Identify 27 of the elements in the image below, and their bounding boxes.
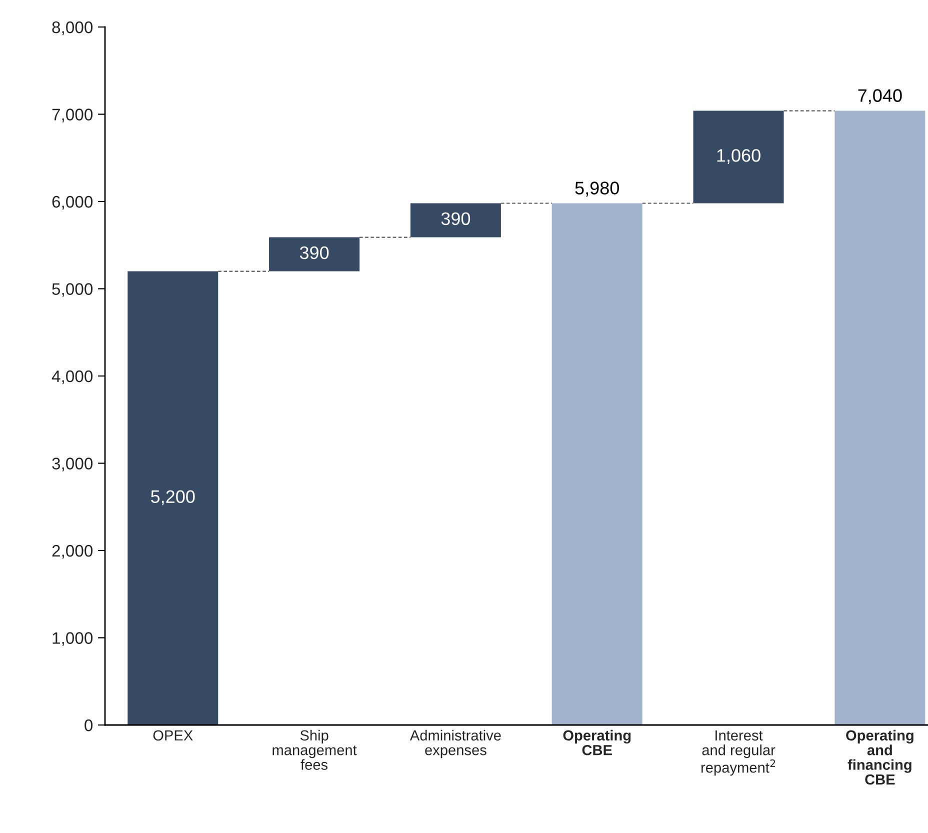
x-tick-label: Ship management fees — [272, 730, 357, 770]
x-tick-label: Operating CBE — [563, 730, 631, 756]
bar — [269, 237, 360, 272]
y-tick-label: 2,000 — [52, 544, 93, 559]
data-label: 7,040 — [858, 89, 902, 104]
y-tick-label: 6,000 — [52, 196, 93, 210]
bar — [552, 203, 642, 725]
y-tick-label: 0 — [84, 719, 93, 732]
data-label: 390 — [300, 246, 329, 260]
y-tick-label: 1,000 — [52, 632, 93, 646]
bar — [693, 110, 784, 204]
y-tick-label: 4,000 — [52, 370, 93, 384]
y-tick-label: 7,000 — [52, 108, 93, 122]
bar — [128, 271, 218, 725]
data-label: 5,200 — [151, 490, 195, 506]
x-tick-label: OPEX — [153, 730, 193, 741]
data-label: 5,980 — [575, 182, 619, 197]
y-tick-label: 5,000 — [52, 283, 93, 297]
x-tick-label: Operating and financing CBE — [846, 730, 914, 785]
data-label: 1,060 — [717, 149, 760, 164]
bar — [410, 203, 501, 238]
x-tick-label: Administrative expenses — [410, 730, 501, 758]
data-label: 390 — [441, 212, 470, 226]
x-tick-label: Interest and regular repayment$^{2}$ — [701, 730, 776, 776]
y-tick-label: 8,000 — [52, 21, 93, 36]
bar — [834, 110, 926, 725]
y-tick-label: 3,000 — [52, 458, 93, 472]
